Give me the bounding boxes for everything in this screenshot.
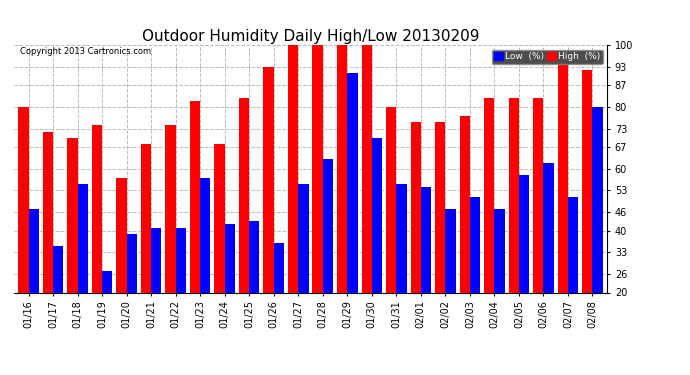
Bar [215,144,225,354]
Bar [102,271,112,354]
Bar [126,234,137,354]
Bar [298,184,308,354]
Bar [166,125,176,354]
Bar [264,67,274,354]
Bar [53,246,63,354]
Bar [249,221,259,354]
Bar [313,45,323,354]
Bar [421,188,431,354]
Bar [77,184,88,354]
Bar [484,98,495,354]
Bar [470,196,480,354]
Bar [176,228,186,354]
Bar [67,138,77,354]
Bar [460,116,470,354]
Bar [509,98,519,354]
Bar [28,209,39,354]
Bar [347,73,357,354]
Bar [323,159,333,354]
Bar [495,209,504,354]
Bar [151,228,161,354]
Bar [288,45,298,354]
Bar [593,107,603,354]
Bar [519,175,529,354]
Bar [372,138,382,354]
Bar [225,224,235,354]
Bar [544,163,554,354]
Bar [190,101,200,354]
Bar [568,196,578,354]
Title: Outdoor Humidity Daily High/Low 20130209: Outdoor Humidity Daily High/Low 20130209 [141,29,480,44]
Bar [396,184,406,354]
Bar [411,122,421,354]
Bar [117,178,126,354]
Bar [558,63,568,354]
Bar [18,107,28,354]
Bar [200,178,210,354]
Bar [337,42,347,354]
Bar [92,125,102,354]
Bar [239,98,249,354]
Bar [445,209,455,354]
Bar [43,132,53,354]
Bar [362,45,372,354]
Text: Copyright 2013 Cartronics.com: Copyright 2013 Cartronics.com [20,48,151,57]
Bar [274,243,284,354]
Bar [141,144,151,354]
Bar [435,122,445,354]
Legend: Low  (%), High  (%): Low (%), High (%) [491,50,602,64]
Bar [533,98,544,354]
Bar [386,107,396,354]
Bar [582,70,593,354]
